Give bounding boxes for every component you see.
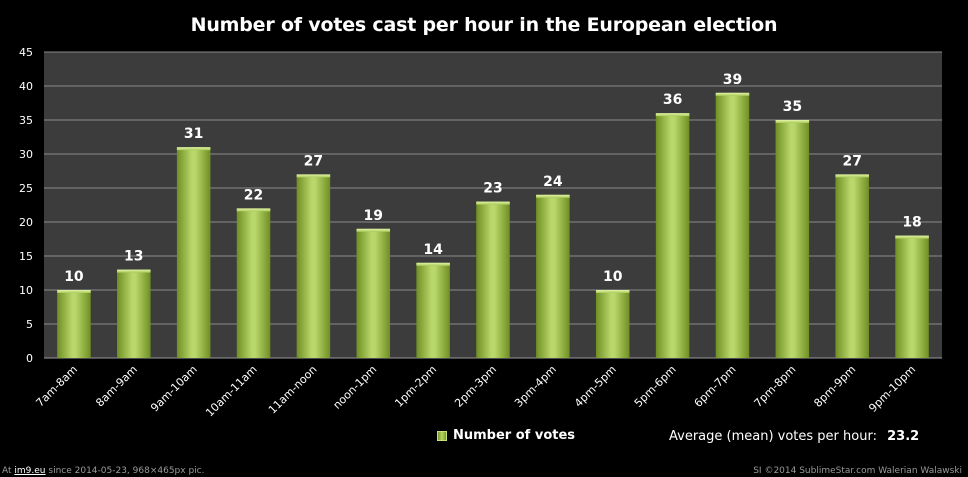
x-tick-label: 5pm-6pm [632, 363, 679, 410]
data-label: 27 [304, 153, 323, 169]
bar [715, 92, 750, 359]
y-tick-label: 45 [19, 46, 33, 59]
bar-top-highlight [416, 262, 450, 266]
chart-canvas: 0 5 10 15 20 25 30 35 40 45 10 7am-8am 13 8am-9am 31 9a… [19, 46, 942, 419]
legend-swatch [437, 430, 447, 441]
bar-top-highlight [236, 208, 271, 212]
x-tick-label: 2pm-3pm [452, 363, 499, 410]
y-tick-label: 5 [26, 318, 33, 331]
footer-prefix: At [2, 466, 12, 476]
bar [895, 235, 929, 358]
x-tick-label: 10am-11am [203, 363, 259, 419]
y-tick-label: 10 [19, 284, 33, 297]
data-label: 24 [543, 174, 563, 190]
bar [236, 208, 271, 358]
bar [296, 174, 331, 358]
bar [835, 174, 869, 358]
y-tick-label: 20 [19, 216, 33, 229]
chart: Number of votes cast per hour in the Eur… [19, 14, 942, 444]
legend: Number of votes [437, 428, 575, 443]
data-label: 10 [64, 269, 84, 285]
bar-top-highlight [895, 235, 929, 239]
bar-top-highlight [117, 269, 151, 273]
data-label: 39 [723, 72, 742, 88]
data-label: 31 [184, 126, 203, 142]
y-tick-label: 40 [19, 80, 33, 93]
y-tick-label: 0 [26, 352, 33, 365]
data-label: 13 [124, 249, 143, 265]
x-tick-label: 7am-8am [33, 363, 80, 410]
bar-top-highlight [57, 290, 91, 293]
data-label: 14 [423, 242, 443, 258]
x-tick-label: 8pm-9pm [811, 363, 858, 410]
footer-source: At im9.eu since 2014-05-23, 968×465px pi… [2, 465, 204, 477]
y-tick-label: 15 [19, 250, 33, 263]
x-tick-label: 7pm-8pm [752, 363, 799, 410]
y-tick-label: 35 [19, 114, 33, 127]
x-tick-label: 3pm-4pm [512, 363, 559, 410]
bar [655, 113, 690, 358]
bar [476, 201, 510, 358]
x-tick-label: 6pm-7pm [692, 363, 739, 410]
data-label: 35 [783, 99, 802, 115]
x-tick-label: 1pm-2pm [392, 363, 439, 410]
average-value: 23.2 [887, 429, 920, 444]
x-tick-label: 4pm-5pm [572, 363, 619, 410]
bar [775, 120, 810, 358]
footer-suffix: since 2014-05-23, 968×465px pic. [48, 466, 205, 476]
data-label: 23 [483, 181, 502, 197]
bar-top-highlight [655, 113, 690, 117]
x-tick-label: noon-1pm [331, 363, 380, 412]
data-label: 27 [842, 153, 861, 169]
y-tick-label: 30 [19, 148, 33, 161]
chart-title: Number of votes cast per hour in the Eur… [190, 14, 778, 36]
legend-label: Number of votes [453, 428, 576, 443]
bar [536, 194, 570, 358]
footer-credit: SI ©2014 SublimeStar.com Walerian Walaws… [753, 466, 962, 476]
x-tick-label: 11am-noon [266, 363, 320, 417]
x-tick-label: 9pm-10pm [866, 363, 918, 415]
bar-top-highlight [595, 290, 630, 293]
footer: At im9.eu since 2014-05-23, 968×465px pi… [0, 465, 968, 477]
bar-top-highlight [775, 120, 810, 123]
x-tick-label: 9am-10am [148, 363, 200, 415]
bar-top-highlight [835, 174, 869, 178]
footer-site-link[interactable]: im9.eu [14, 466, 46, 476]
bar [176, 147, 211, 358]
bar-top-highlight [356, 228, 391, 232]
data-label: 22 [244, 187, 263, 203]
bar-top-highlight [476, 201, 510, 205]
data-label: 36 [663, 92, 682, 108]
bar [356, 228, 391, 358]
data-label: 19 [364, 208, 383, 224]
data-label: 18 [902, 215, 921, 231]
bar-top-highlight [536, 194, 570, 198]
bar [416, 262, 450, 358]
bar-top-highlight [176, 147, 211, 151]
data-label: 10 [603, 269, 623, 285]
bar-top-highlight [715, 92, 750, 96]
average-label: Average (mean) votes per hour: [669, 429, 877, 444]
average-annotation: Average (mean) votes per hour: 23.2 [669, 429, 919, 444]
bar-top-highlight [296, 174, 331, 178]
bar [595, 290, 630, 358]
y-tick-label: 25 [19, 182, 33, 195]
bar [117, 269, 151, 358]
x-tick-label: 8am-9am [93, 363, 140, 410]
bar [57, 290, 91, 358]
